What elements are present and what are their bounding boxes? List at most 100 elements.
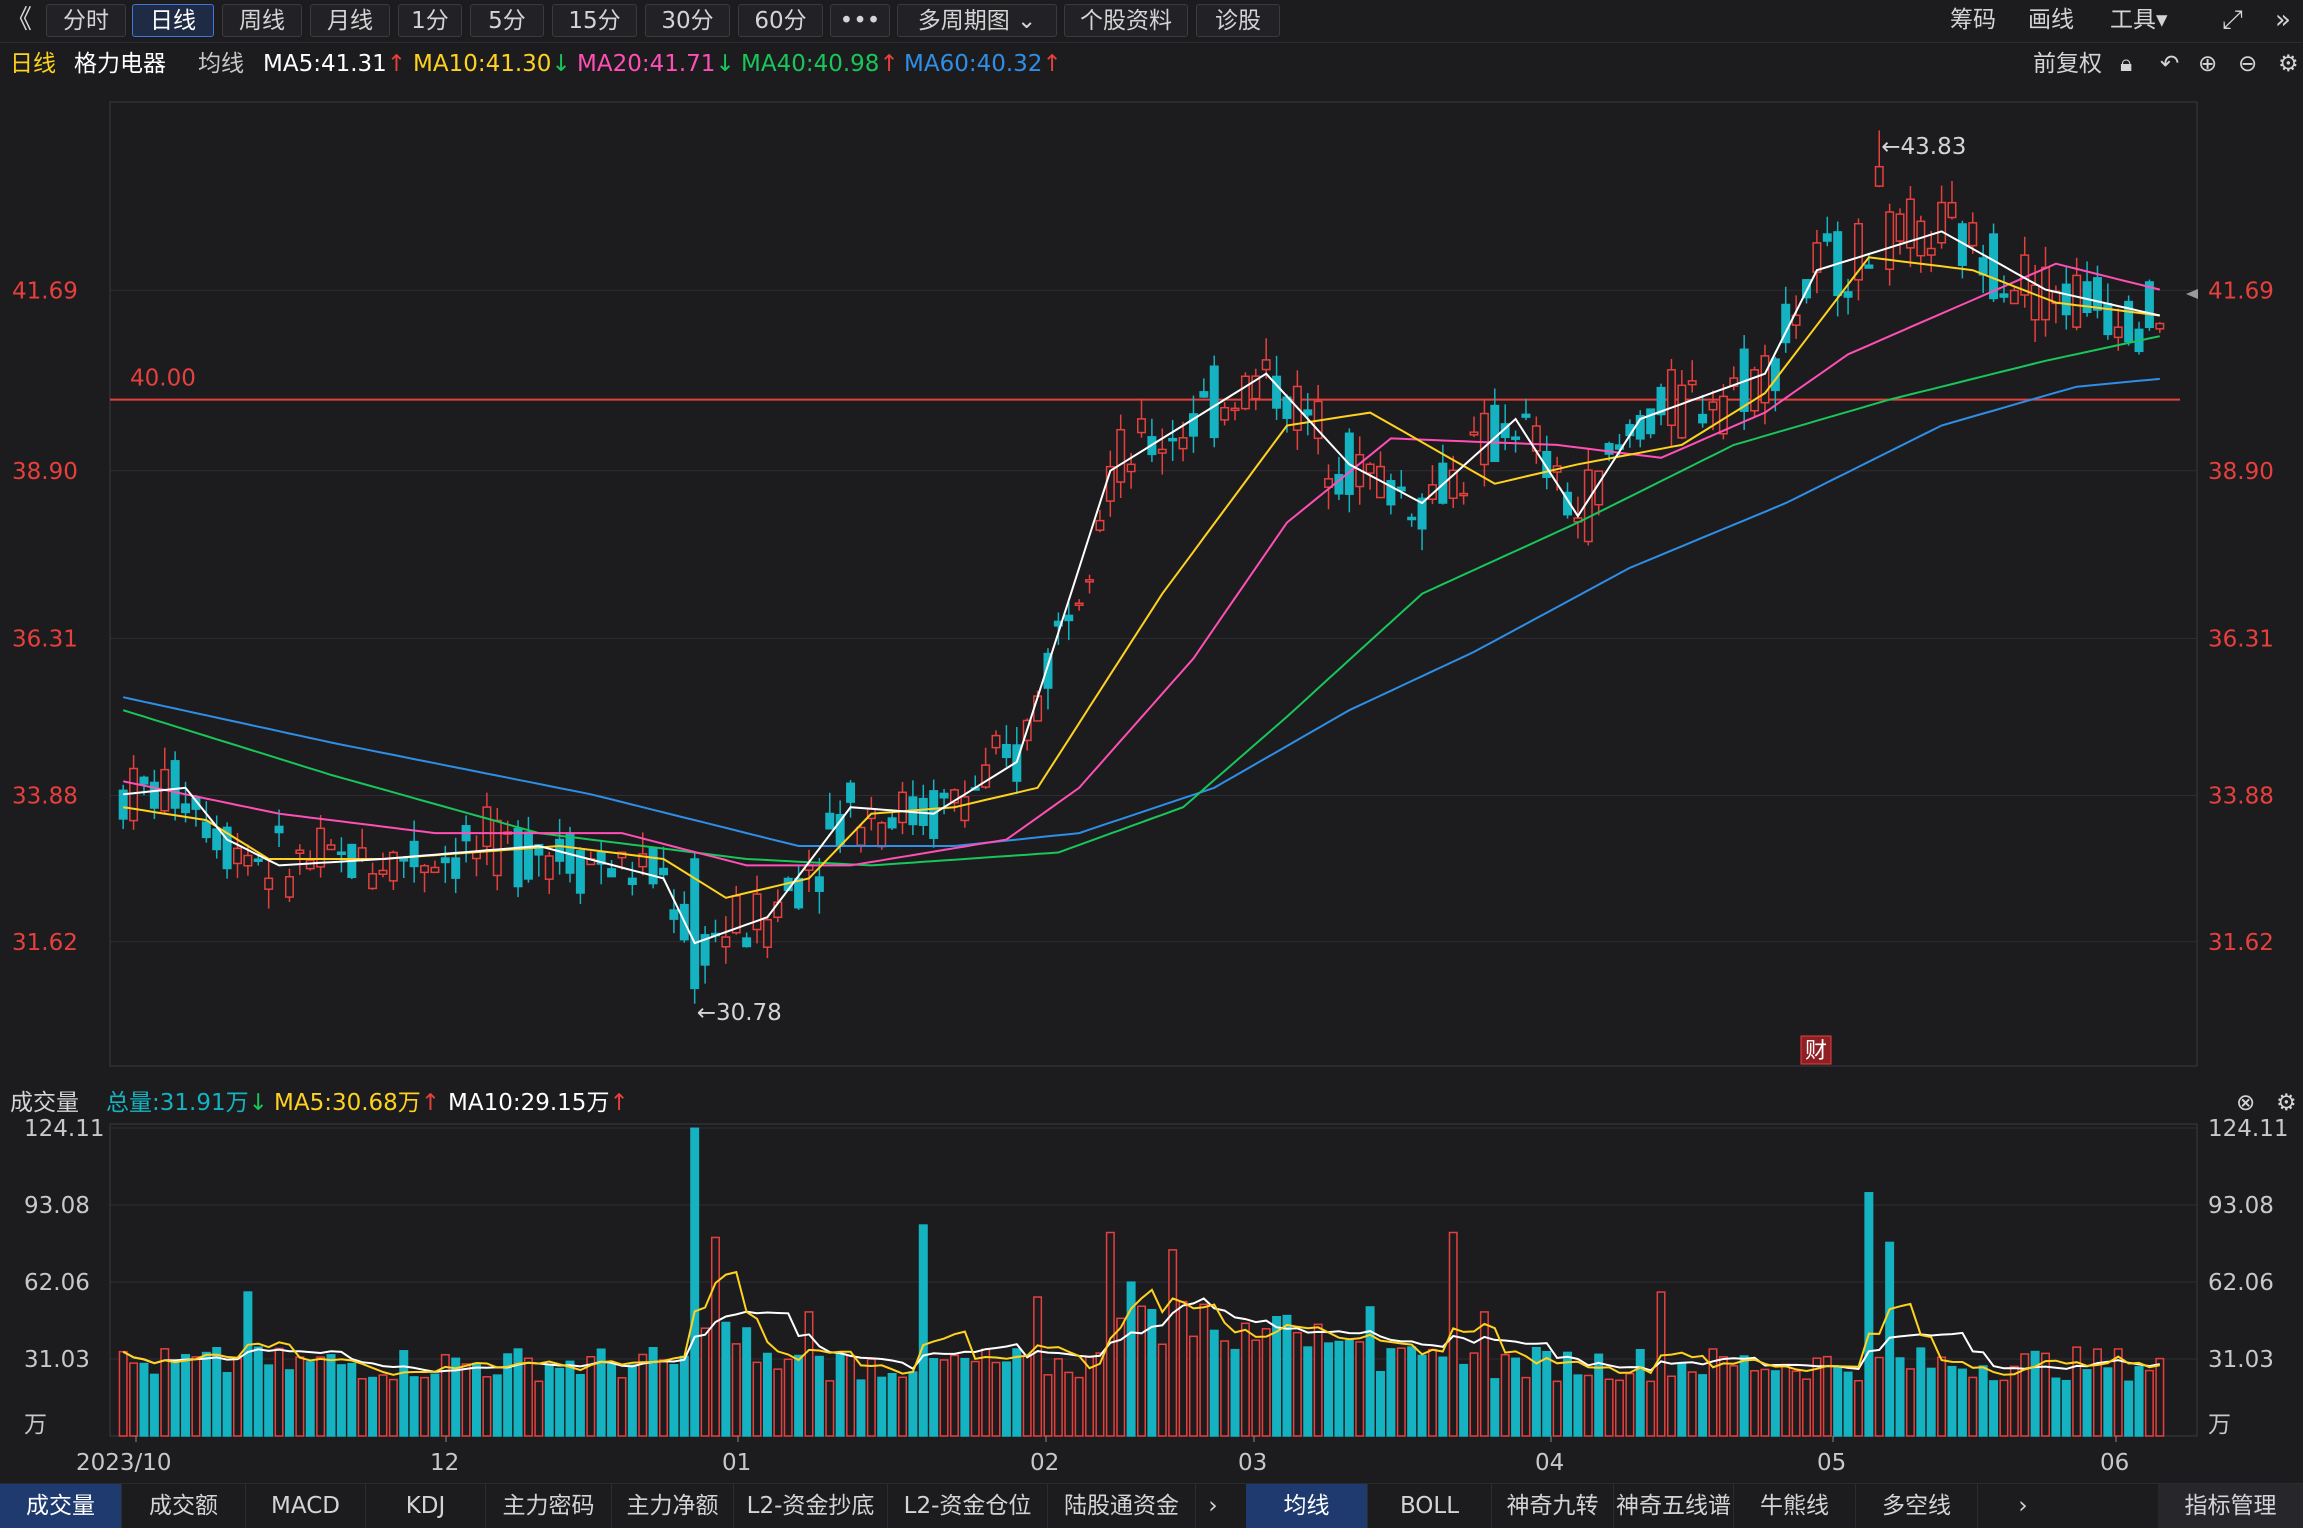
indicator-tab-7[interactable]: L2-资金仓位	[888, 1484, 1048, 1528]
draw-line-button[interactable]: 画线	[2028, 7, 2074, 33]
volume-bar	[1022, 1355, 1032, 1437]
candle-body	[1895, 213, 1905, 242]
period-tab-3[interactable]: 月线	[310, 4, 390, 37]
period-tab-4[interactable]: 1分	[398, 4, 462, 37]
volume-bar	[627, 1364, 637, 1437]
candle-body	[1677, 384, 1687, 439]
overlay-tab-5[interactable]: 多空线	[1856, 1484, 1978, 1528]
volume-bar	[1677, 1363, 1687, 1437]
volume-bar	[2113, 1348, 2123, 1437]
period-tab-10[interactable]: 多周期图 ⌄	[897, 4, 1057, 37]
settings-gear-icon[interactable]: ⚙	[2278, 51, 2299, 77]
period-tab-11[interactable]: 个股资料	[1064, 4, 1188, 37]
period-tab-2[interactable]: 周线	[222, 4, 302, 37]
candle-body	[118, 789, 128, 820]
chip-button[interactable]: 筹码	[1950, 7, 1996, 33]
candle-body	[2041, 266, 2050, 321]
volume-bar	[2009, 1365, 2019, 1437]
indicator-tab-5[interactable]: 主力净额	[612, 1484, 734, 1528]
ma40-line	[122, 335, 2161, 867]
overlay-tab-3[interactable]: 神奇五线谱	[1614, 1484, 1734, 1528]
collapse-left-icon[interactable]: 《	[6, 5, 33, 35]
candle-body	[1968, 222, 1978, 247]
collapse-right-icon[interactable]: »	[2275, 5, 2291, 35]
volume-bar	[949, 1354, 959, 1437]
earnings-marker[interactable]: 财	[1800, 1035, 1832, 1065]
candle-body	[669, 909, 679, 920]
volume-bar	[2155, 1357, 2165, 1437]
scroll-left-tabs-icon[interactable]: ›	[1208, 1493, 1218, 1519]
volume-bar	[1916, 1347, 1926, 1437]
volume-bar	[929, 1358, 939, 1437]
tools-menu-button[interactable]: 工具▾	[2110, 7, 2168, 33]
candle-body	[1760, 355, 1770, 404]
volume-bar	[1833, 1365, 1843, 1437]
volume-bar	[586, 1355, 596, 1437]
candle-body	[1698, 413, 1708, 424]
high-price-annotation: ←43.83	[1881, 134, 1966, 160]
volume-bar	[1126, 1281, 1136, 1437]
period-label: 日线	[10, 51, 56, 77]
period-tab-7[interactable]: 30分	[645, 4, 730, 37]
fullscreen-icon[interactable]: ⤢	[2222, 5, 2243, 35]
volume-bar	[1760, 1368, 1770, 1437]
indicator-tab-6[interactable]: L2-资金抄底	[734, 1484, 888, 1528]
candle-body	[326, 844, 336, 851]
period-tab-12[interactable]: 诊股	[1196, 4, 1280, 37]
volume-bar	[1729, 1365, 1739, 1437]
candle-body	[1937, 201, 1947, 244]
overlay-tab-1[interactable]: BOLL	[1368, 1484, 1492, 1528]
period-tab-9[interactable]: •••	[830, 4, 890, 37]
volume-bar	[648, 1347, 658, 1437]
price-level-label: 40.00	[130, 366, 196, 392]
candle-body	[2009, 289, 2019, 305]
volume-bar	[1718, 1356, 1728, 1437]
zoom-out-icon[interactable]: ⊖	[2238, 51, 2258, 77]
price-tick-left: 31.62	[12, 930, 78, 956]
volume-settings-icon[interactable]: ⚙	[2276, 1090, 2297, 1116]
indicator-tab-4[interactable]: 主力密码	[486, 1484, 612, 1528]
volume-bar	[1781, 1363, 1791, 1437]
volume-bar	[1853, 1379, 1863, 1437]
adjust-button[interactable]: 前复权	[2033, 51, 2102, 77]
period-tab-1[interactable]: 日线	[132, 4, 214, 37]
volume-bar	[1168, 1249, 1178, 1437]
volume-bar	[1957, 1368, 1967, 1437]
close-panel-icon[interactable]: ⊗	[2236, 1090, 2256, 1116]
period-tab-0[interactable]: 分时	[46, 4, 126, 37]
period-tab-8[interactable]: 60分	[738, 4, 823, 37]
x-tick-label: 06	[2100, 1450, 2129, 1476]
indicator-tab-8[interactable]: 陆股通资金	[1048, 1484, 1196, 1528]
volume-bar	[451, 1357, 461, 1437]
candle-body	[1490, 404, 1500, 463]
volume-bar	[596, 1348, 606, 1437]
volume-bar	[659, 1359, 669, 1437]
period-tab-5[interactable]: 5分	[470, 4, 544, 37]
overlay-tab-0[interactable]: 均线	[1246, 1484, 1368, 1528]
volume-bar	[1292, 1331, 1302, 1437]
indicator-tab-2[interactable]: MACD	[246, 1484, 366, 1528]
undo-icon[interactable]: ↶	[2160, 51, 2180, 77]
scroll-right-tabs-icon[interactable]: ›	[2018, 1493, 2028, 1519]
volume-bar	[835, 1353, 845, 1437]
period-tab-6[interactable]: 15分	[552, 4, 637, 37]
lock-icon[interactable]: 🔒︎	[2120, 51, 2133, 77]
volume-ma10: MA10:29.15万↑	[448, 1090, 629, 1116]
volume-bar	[1261, 1328, 1271, 1437]
candle-body	[835, 813, 845, 846]
indicator-manage-button[interactable]: 指标管理	[2158, 1484, 2303, 1528]
zoom-in-icon[interactable]: ⊕	[2198, 51, 2218, 77]
overlay-tab-2[interactable]: 神奇九转	[1492, 1484, 1614, 1528]
indicator-tab-3[interactable]: KDJ	[366, 1484, 486, 1528]
volume-bar	[762, 1352, 772, 1437]
indicator-tab-0[interactable]: 成交量	[0, 1484, 122, 1528]
volume-bar	[1583, 1374, 1593, 1437]
indicator-tab-1[interactable]: 成交额	[122, 1484, 246, 1528]
ma-label[interactable]: 均线	[198, 51, 244, 77]
price-panel-frame	[109, 101, 2198, 1067]
candle-body	[846, 782, 856, 803]
kline-chart[interactable]: 40.00 41.69 41.69 38.90 38.90 36.31 36.31 33.8…	[0, 0, 2303, 1483]
volume-bar	[804, 1311, 814, 1437]
volume-bar	[1365, 1306, 1375, 1437]
overlay-tab-4[interactable]: 牛熊线	[1734, 1484, 1856, 1528]
